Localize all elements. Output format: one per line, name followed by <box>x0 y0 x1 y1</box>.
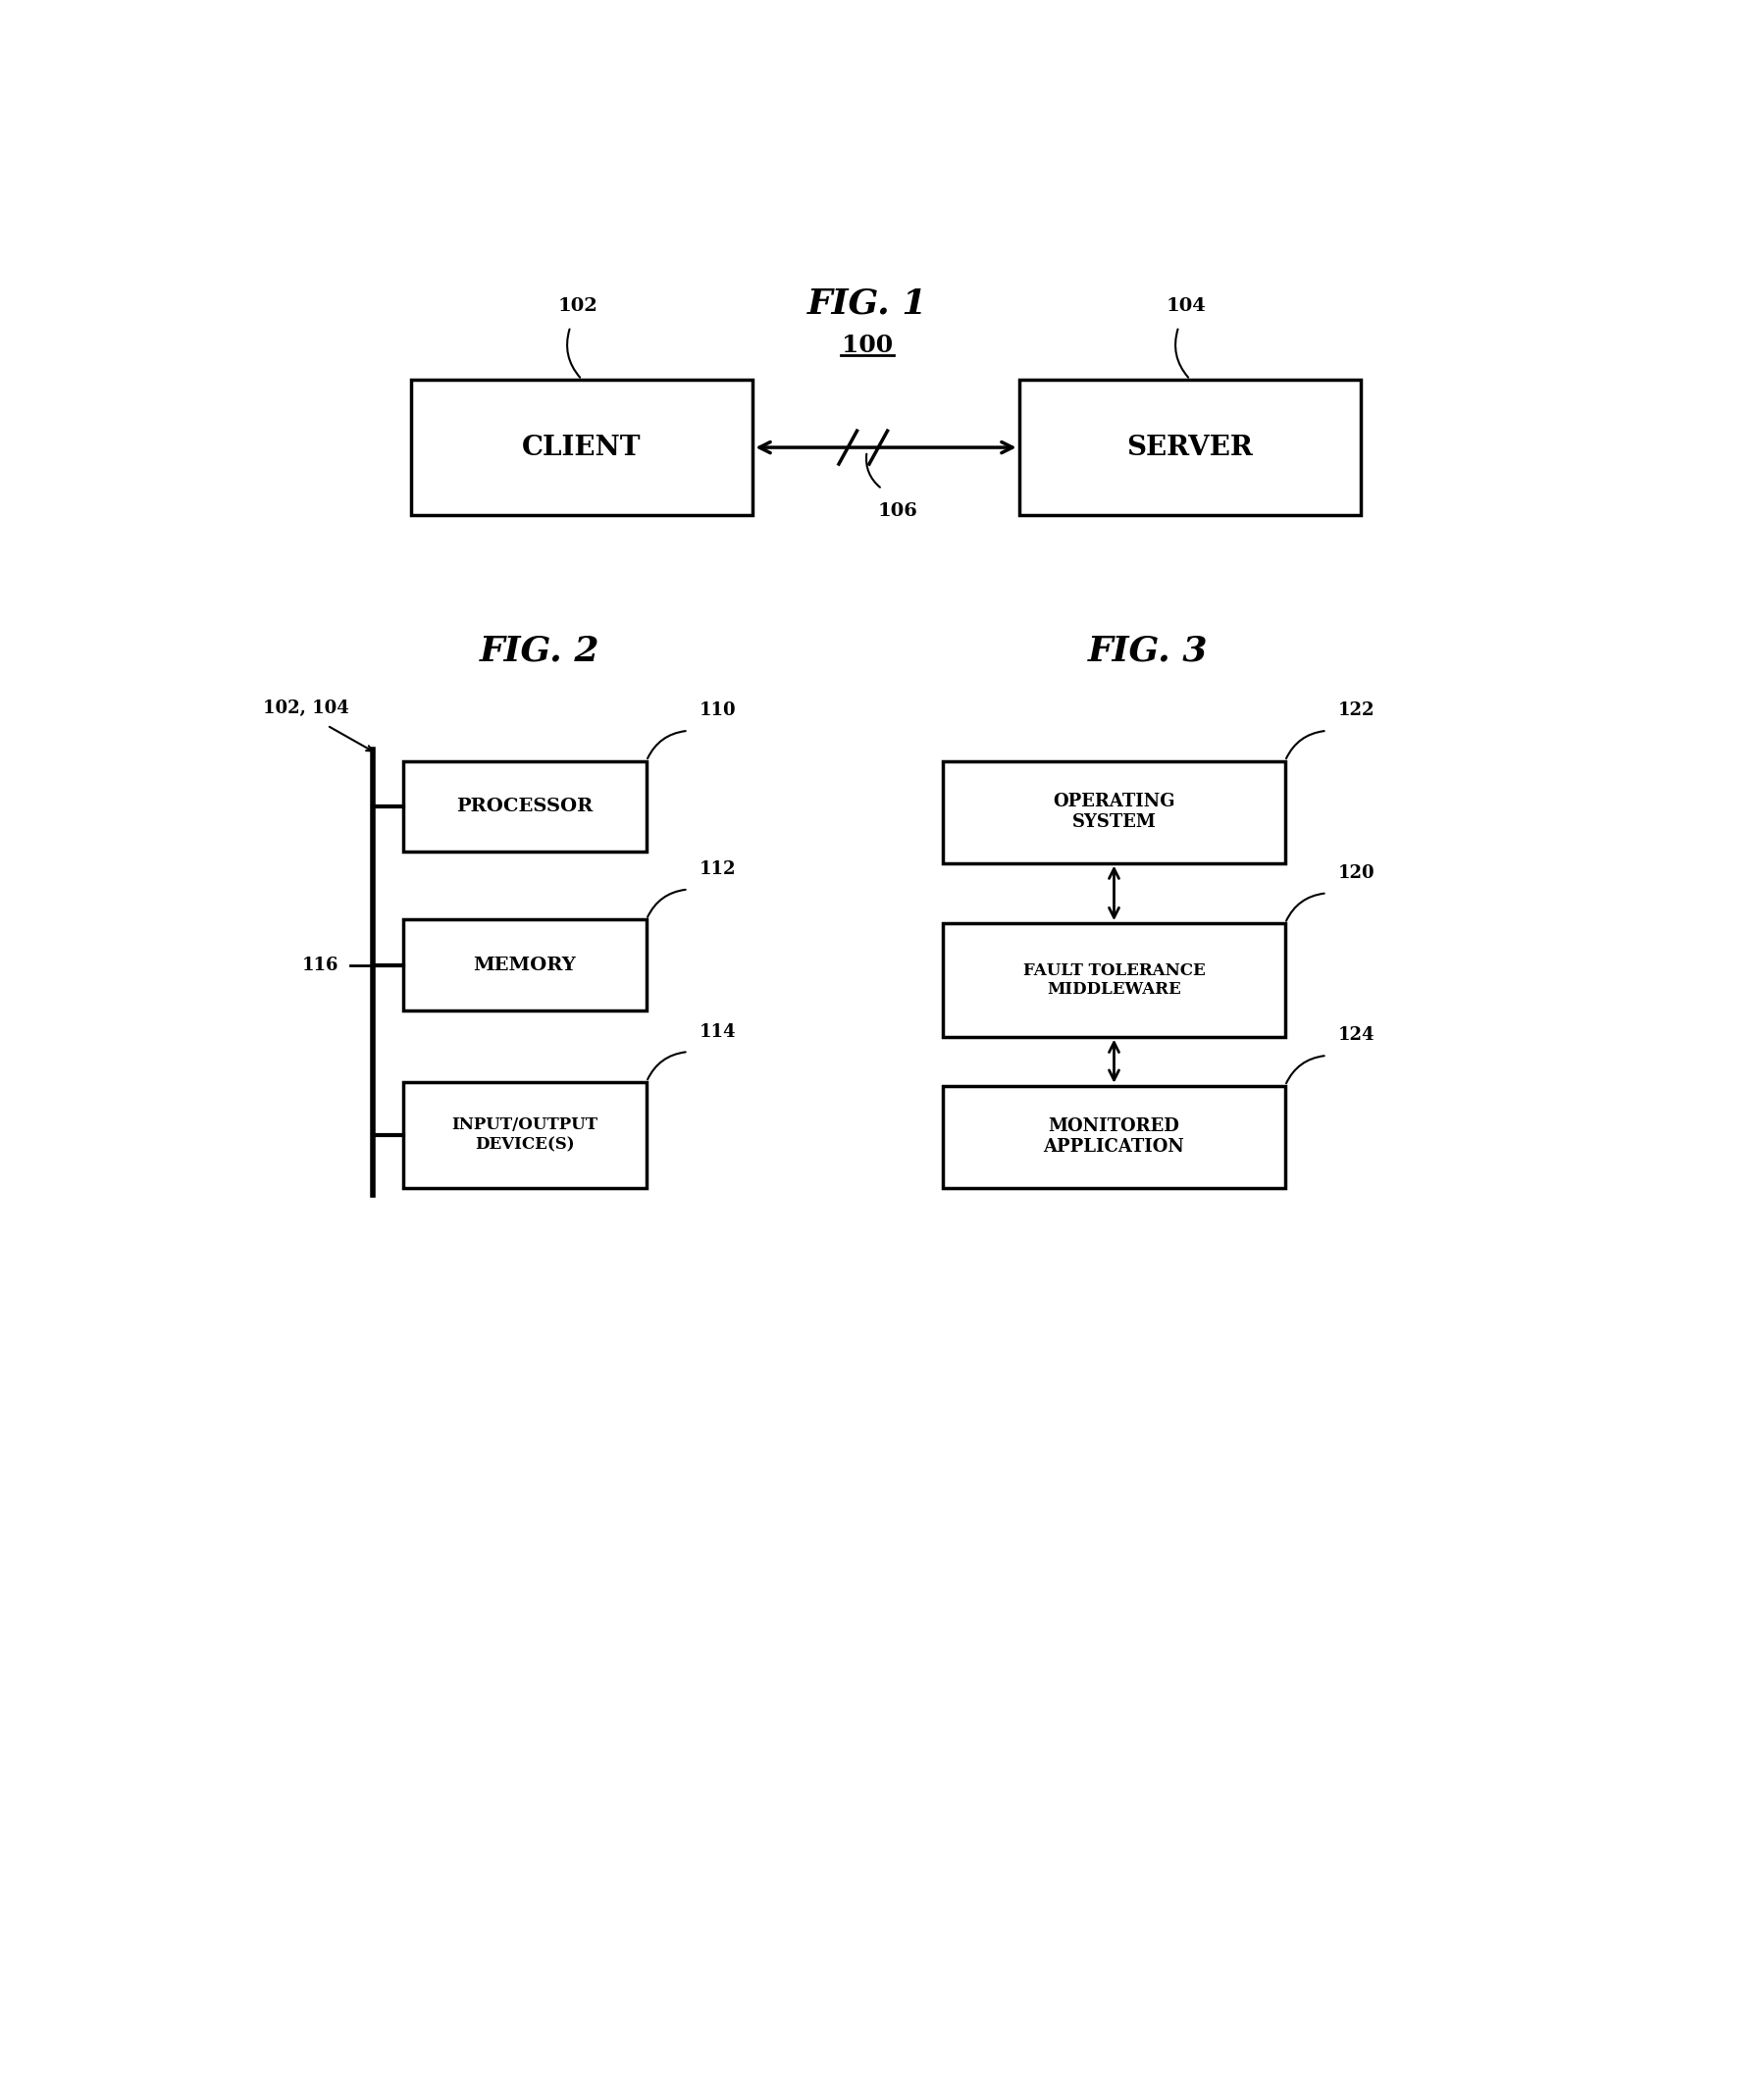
FancyBboxPatch shape <box>942 922 1284 1036</box>
Text: 104: 104 <box>1166 299 1205 315</box>
Text: 122: 122 <box>1337 703 1374 719</box>
FancyBboxPatch shape <box>942 1086 1284 1188</box>
FancyBboxPatch shape <box>1018 379 1360 516</box>
Text: 102: 102 <box>557 299 598 315</box>
Text: 106: 106 <box>877 502 917 520</box>
FancyBboxPatch shape <box>942 761 1284 862</box>
Text: 116: 116 <box>302 956 339 974</box>
FancyBboxPatch shape <box>411 379 753 516</box>
Text: SERVER: SERVER <box>1125 433 1252 460</box>
Text: 110: 110 <box>699 703 736 719</box>
Text: 102, 104: 102, 104 <box>263 699 348 717</box>
Text: 100: 100 <box>841 334 893 357</box>
FancyBboxPatch shape <box>402 1082 646 1188</box>
Text: 124: 124 <box>1337 1026 1374 1045</box>
Text: FIG. 3: FIG. 3 <box>1088 634 1208 668</box>
Text: MEMORY: MEMORY <box>473 956 575 974</box>
Text: INPUT/OUTPUT
DEVICE(S): INPUT/OUTPUT DEVICE(S) <box>452 1117 598 1153</box>
Text: CLIENT: CLIENT <box>522 433 640 460</box>
Text: 120: 120 <box>1337 864 1374 881</box>
FancyBboxPatch shape <box>402 920 646 1010</box>
Text: MONITORED
APPLICATION: MONITORED APPLICATION <box>1043 1117 1184 1157</box>
Text: FAULT TOLERANCE
MIDDLEWARE: FAULT TOLERANCE MIDDLEWARE <box>1023 962 1205 997</box>
Text: 114: 114 <box>699 1022 736 1041</box>
Text: FIG. 2: FIG. 2 <box>480 634 600 668</box>
Text: 112: 112 <box>699 860 736 879</box>
Text: PROCESSOR: PROCESSOR <box>457 798 593 815</box>
FancyBboxPatch shape <box>402 761 646 852</box>
Text: OPERATING
SYSTEM: OPERATING SYSTEM <box>1053 792 1175 831</box>
Text: FIG. 1: FIG. 1 <box>806 288 926 321</box>
